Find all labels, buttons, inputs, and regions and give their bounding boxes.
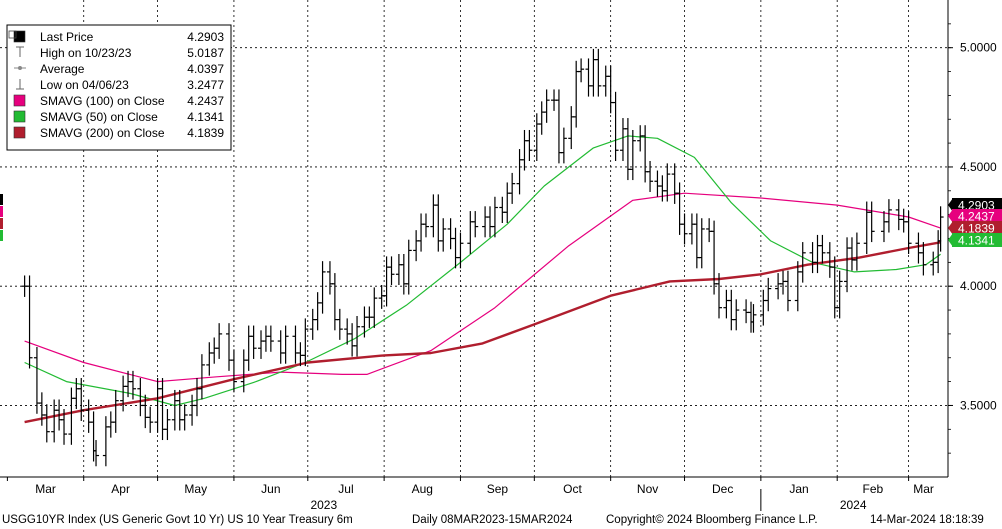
left-edge-marker — [0, 194, 3, 205]
legend-swatch — [13, 126, 26, 139]
footer-copyright: Copyright© 2024 Bloomberg Finance L.P. — [606, 514, 818, 526]
x-month-label: Jul — [338, 482, 353, 496]
x-month-label: Apr — [111, 482, 130, 496]
footer-period: Daily 08MAR2023-15MAR2024 — [412, 514, 573, 526]
x-month-label: Sep — [487, 482, 509, 496]
left-edge-marker — [0, 206, 3, 217]
chart-svg: 5.0000 4.5000 4.0000 3.5000 Mar Apr May Jun Jul A… — [0, 0, 1002, 512]
y-tick-label: 3.5000 — [960, 398, 997, 412]
legend-value: 3.2477 — [187, 78, 224, 92]
legend-label: SMAVG (100) on Close — [40, 94, 165, 108]
value-tag-arrow — [948, 233, 953, 247]
price-bars — [21, 48, 944, 467]
legend-collapse-icon — [8, 30, 17, 39]
legend-label: Low on 04/06/23 — [40, 78, 129, 92]
legend-label: SMAVG (200) on Close — [40, 126, 165, 140]
legend-value: 4.2903 — [187, 30, 224, 44]
legend-value: 5.0187 — [187, 46, 224, 60]
chart-footer: USGG10YR Index (US Generic Govt 10 Yr) U… — [0, 512, 1002, 529]
x-month-label: Oct — [563, 482, 582, 496]
x-year-label: 2024 — [840, 498, 867, 512]
legend-value: 4.0397 — [187, 62, 224, 76]
legend-box — [6, 24, 232, 151]
legend-label: Average — [40, 62, 85, 76]
legend-label: High on 10/23/23 — [40, 46, 132, 60]
x-month-label: Jun — [261, 482, 280, 496]
value-tag-label: 4.1839 — [958, 222, 995, 236]
legend-value: 4.1341 — [187, 110, 224, 124]
value-tag-label: 4.1341 — [958, 234, 995, 248]
value-tag-arrow — [948, 221, 953, 235]
legend-swatch — [13, 110, 26, 123]
legend-swatch — [13, 30, 26, 43]
legend-label: Last Price — [40, 30, 94, 44]
value-tag-arrow — [948, 198, 953, 212]
series-line-smavg-100-on-close — [24, 192, 941, 383]
legend-swatch — [13, 94, 26, 107]
legend-value: 4.2437 — [187, 94, 224, 108]
series-line-smavg-50-on-close — [24, 135, 941, 407]
value-tag — [952, 233, 1002, 247]
footer-timestamp: 14-Mar-2024 18:18:39 — [870, 514, 984, 526]
legend-label: SMAVG (50) on Close — [40, 110, 158, 124]
footer-security: USGG10YR Index (US Generic Govt 10 Yr) U… — [2, 514, 353, 526]
value-tag-arrow — [948, 209, 953, 223]
x-month-label: Aug — [412, 482, 433, 496]
value-tag-label: 4.2437 — [958, 210, 995, 224]
legend-average-marker — [18, 66, 22, 70]
x-year-label: 2023 — [310, 498, 337, 512]
legend-value: 4.1839 — [187, 126, 224, 140]
x-month-label: Dec — [712, 482, 733, 496]
y-tick-label: 4.0000 — [960, 279, 997, 293]
x-month-label: Feb — [863, 482, 884, 496]
x-month-label: Jan — [789, 482, 808, 496]
legend: Last Price 4.2903 High on 10/23/23 5.0187 Av… — [6, 24, 232, 151]
x-month-label: May — [184, 482, 207, 496]
y-tick-label: 4.5000 — [960, 160, 997, 174]
x-month-label: Nov — [637, 482, 658, 496]
left-edge-marker — [0, 230, 3, 241]
left-edge-marker — [0, 218, 3, 229]
x-month-label: Mar — [35, 482, 56, 496]
x-month-label: Mar — [913, 482, 934, 496]
value-tag — [952, 198, 1002, 212]
y-tick-label: 5.0000 — [960, 41, 997, 55]
value-tag — [952, 221, 1002, 235]
value-tag — [952, 209, 1002, 223]
series-line-smavg-200-on-close — [24, 241, 941, 424]
